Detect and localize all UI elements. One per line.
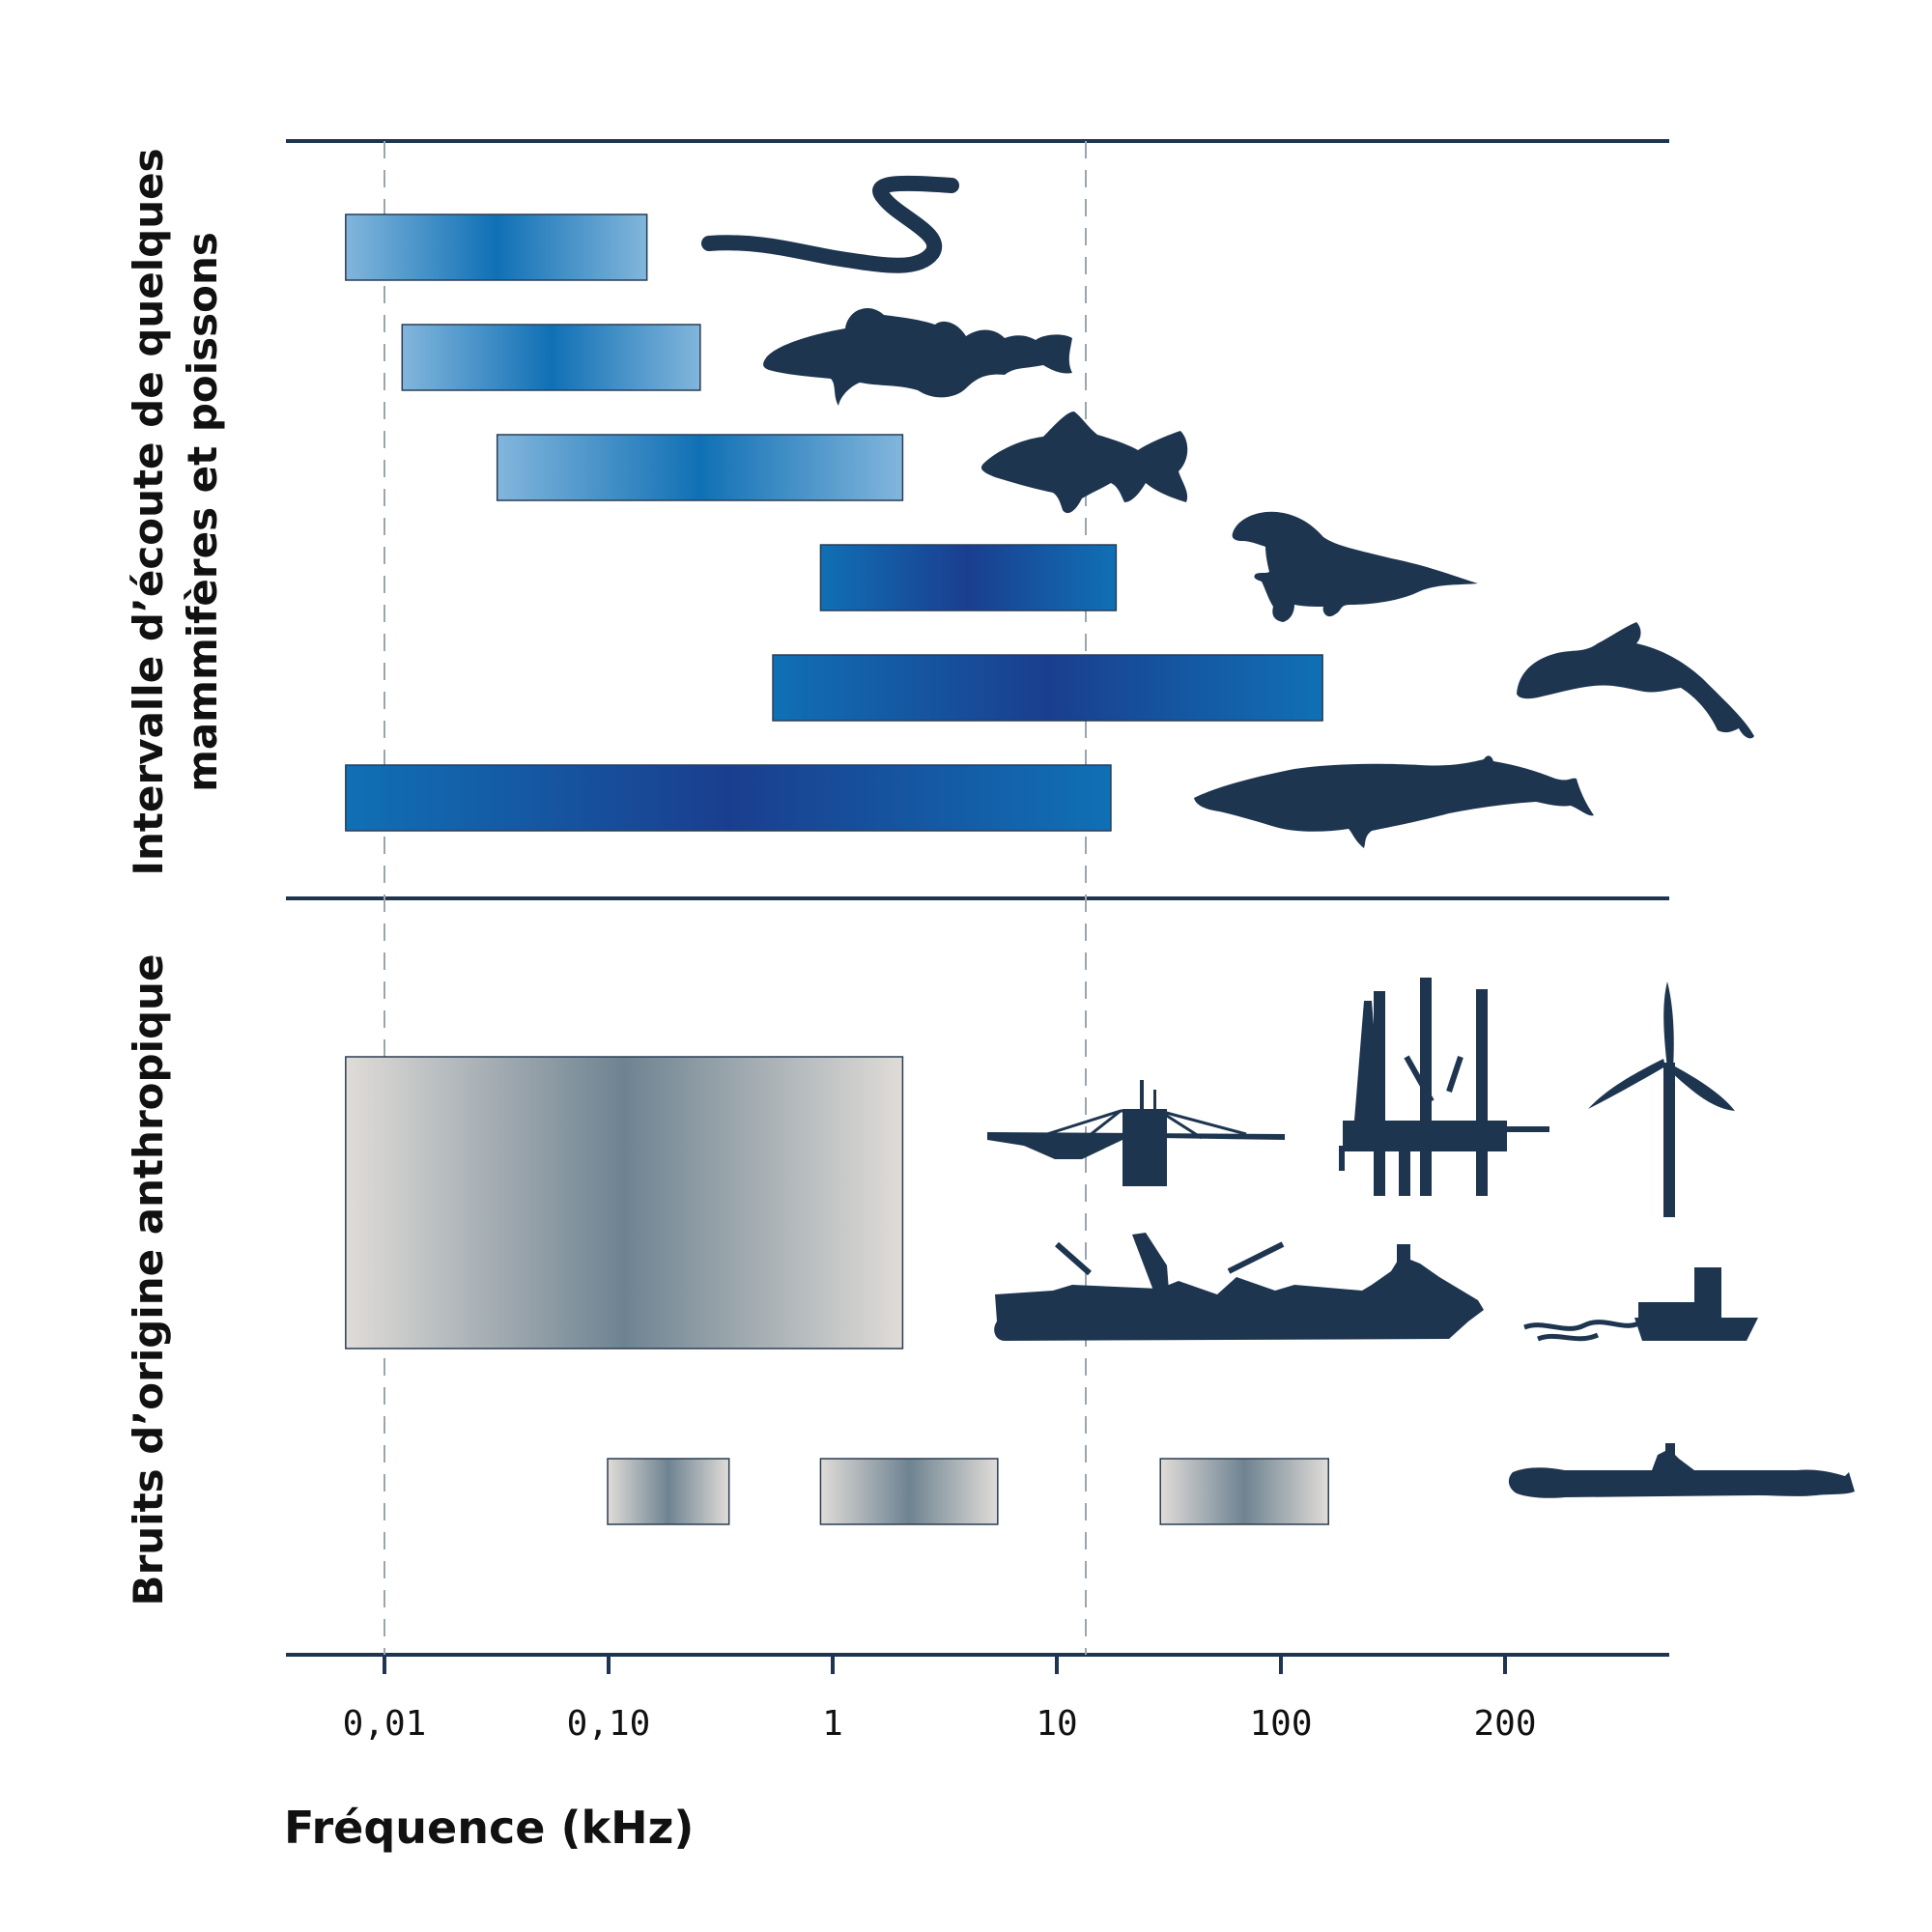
anthropogenic-noise-bar-3 [1159, 1458, 1329, 1525]
hearing-range-bar-perch [496, 434, 904, 501]
wind-turbine-icon [1588, 981, 1735, 1217]
hearing-range-bar-whale [345, 764, 1112, 832]
hearing-range-bar-eel [345, 213, 648, 281]
anthropogenic-noise-bar-2 [819, 1458, 999, 1525]
x-tick-label: 1 [822, 1704, 843, 1744]
x-axis-ticks: 0,01 0,10 1 10 100 200 [343, 1655, 1537, 1744]
hearing-range-bar-seal [819, 544, 1118, 611]
x-tick-label: 10 [1036, 1704, 1077, 1744]
dolphin-icon [1517, 622, 1754, 739]
range-bars [345, 213, 1329, 1525]
submarine-icon [1508, 1443, 1855, 1498]
boat-icon [1523, 1267, 1758, 1342]
hearing-range-bar-dolphin [772, 654, 1323, 722]
x-tick-label: 100 [1249, 1704, 1312, 1744]
cargo-ship-icon [994, 1233, 1484, 1341]
panel-label-animals-line2: mammifères et poissons [179, 232, 226, 792]
hearing-range-bar-cod [401, 324, 701, 391]
perch-icon [980, 412, 1188, 514]
drilling-rig-icon [1339, 978, 1549, 1196]
x-tick-label: 200 [1473, 1704, 1536, 1744]
cod-icon [763, 307, 1072, 406]
offshore-platform-icon [987, 1080, 1285, 1186]
panel-label-anthropogenic: Bruits d’origine anthropique [125, 954, 172, 1606]
x-tick-label: 0,01 [343, 1704, 427, 1744]
eel-icon [701, 175, 959, 273]
seal-icon [1232, 511, 1478, 622]
anthropogenic-noise-bar-1 [607, 1458, 730, 1525]
panel-label-animals-line1: Intervalle d’écoute de quelques [125, 148, 172, 875]
x-tick-label: 0,10 [567, 1704, 651, 1744]
x-axis-label: Fréquence (kHz) [284, 1802, 694, 1854]
anthropogenic-noise-bar-large [345, 1056, 904, 1350]
whale-icon [1194, 755, 1594, 848]
